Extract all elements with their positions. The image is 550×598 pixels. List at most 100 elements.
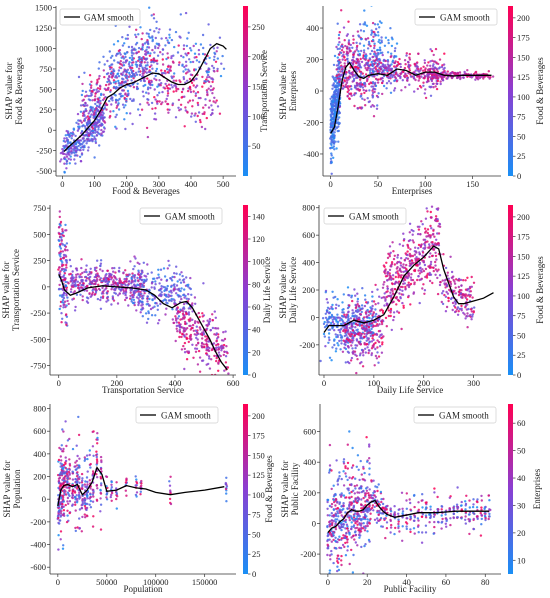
scatter-point [140,37,143,41]
scatter-point [182,77,186,81]
scatter-point [348,85,351,88]
scatter-point [365,310,368,313]
scatter-point [140,295,144,298]
scatter-point [81,298,84,302]
scatter-point [404,86,407,89]
scatter-point [396,256,399,259]
scatter-point [338,105,342,108]
scatter-point [394,275,397,279]
colorbar-tick-label: 25 [517,151,526,161]
scatter-point [222,67,226,71]
scatter-point [363,316,366,319]
scatter-point [417,243,421,247]
scatter-point [349,43,352,47]
scatter-point [148,65,152,69]
scatter-point [400,89,403,92]
scatter-point [194,68,197,71]
scatter-point [364,104,367,107]
scatter-point [166,89,170,93]
scatter-point [349,359,353,362]
scatter-point [469,313,472,317]
scatter-point [76,286,80,290]
scatter-point [194,112,197,115]
scatter-point [132,86,136,89]
scatter-point [127,62,131,66]
scatter-point [474,78,477,81]
scatter-point [341,315,345,318]
scatter-point [122,61,125,64]
scatter-point [392,257,396,261]
scatter-point [381,319,384,322]
scatter-point [135,60,138,64]
scatter-point [413,62,416,66]
scatter-point [351,71,354,74]
scatter-point [344,73,347,76]
scatter-point [136,87,140,90]
scatter-point [132,291,136,294]
scatter-point [130,99,134,103]
scatter-point [418,301,421,305]
scatter-point [62,296,66,300]
scatter-point [424,75,427,78]
y-tick-label: 800 [302,203,315,213]
scatter-point [400,270,403,273]
scatter-point [146,77,149,80]
scatter-point [79,160,83,163]
scatter-point [464,317,467,320]
scatter-point [64,280,67,284]
scatter-point [85,142,88,145]
scatter-point [398,267,402,270]
scatter-point [110,103,113,106]
scatter-point [350,344,353,347]
colorbar-tick-label: 150 [517,251,530,261]
scatter-point [151,67,154,70]
scatter-point [130,79,133,82]
scatter-point [153,112,157,115]
scatter-point [215,327,218,330]
scatter-point [353,60,356,63]
scatter-point [127,75,131,79]
scatter-point [162,299,165,302]
scatter-point [391,241,394,244]
scatter-point [369,52,372,56]
scatter-point [328,307,331,310]
scatter-point [65,315,69,318]
scatter-point [354,65,357,69]
scatter-point [361,97,364,100]
scatter-point [112,79,116,82]
scatter-point [160,287,163,290]
scatter-point [446,292,450,295]
scatter-point [127,93,130,97]
scatter-point [350,325,353,328]
scatter-point [339,322,343,326]
scatter-point [61,299,65,302]
scatter-point [351,46,354,49]
legend: GAM smooth [139,207,223,225]
scatter-point [125,70,129,74]
scatter-point [155,78,158,82]
scatter-point [332,93,335,96]
scatter-point [146,135,150,139]
scatter-point [158,100,161,103]
scatter-point [84,104,87,107]
scatter-point [63,170,66,174]
scatter-point [420,220,423,223]
scatter-point [364,351,367,354]
scatter-point [112,288,116,291]
scatter-point [355,371,358,375]
scatter-point [453,310,457,314]
scatter-point [174,85,178,89]
scatter-point [357,305,361,308]
scatter-point [208,68,211,71]
scatter-point [63,272,67,275]
scatter-point [89,275,92,279]
scatter-point [345,70,348,74]
scatter-point [162,267,166,270]
scatter-point [83,270,86,274]
scatter-point [147,311,150,315]
scatter-point [364,57,368,60]
scatter-point [360,107,363,110]
scatter-point [150,58,153,62]
